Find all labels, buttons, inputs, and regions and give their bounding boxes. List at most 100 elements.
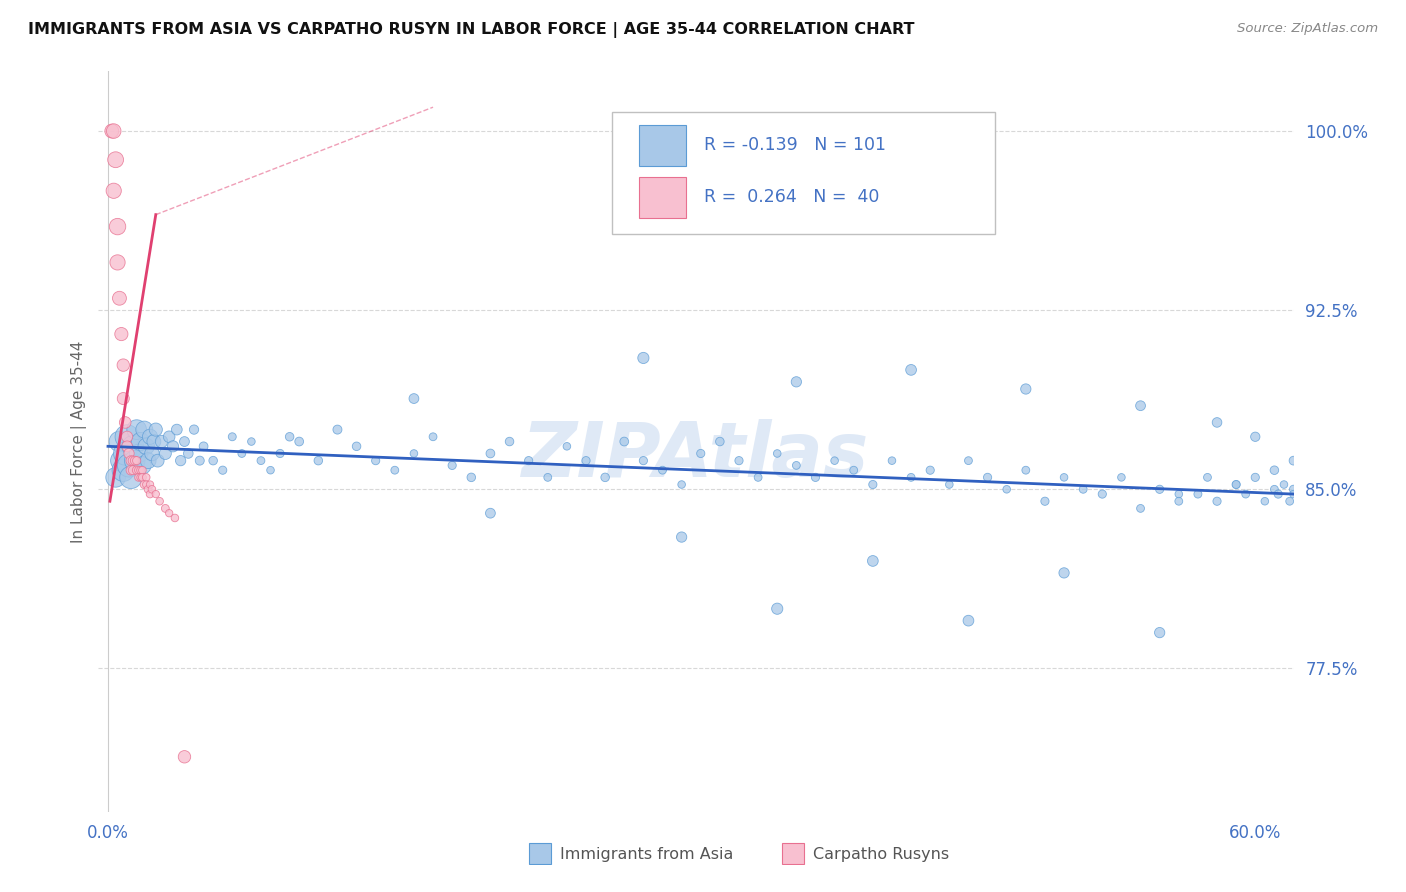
- Point: [155, 446, 177, 460]
- Text: Source: ZipAtlas.com: Source: ZipAtlas.com: [1237, 22, 1378, 36]
- Point: [1129, 501, 1152, 516]
- Point: [134, 477, 156, 491]
- Point: [110, 453, 132, 467]
- Point: [112, 463, 135, 477]
- Point: [150, 434, 173, 449]
- Point: [193, 439, 215, 453]
- Point: [1071, 483, 1094, 497]
- Point: [103, 124, 125, 138]
- Point: [115, 430, 138, 444]
- Point: [900, 470, 922, 484]
- Point: [651, 463, 673, 477]
- Point: [120, 470, 142, 484]
- Point: [146, 453, 169, 467]
- Point: [613, 434, 636, 449]
- Point: [1015, 382, 1038, 396]
- Point: [1278, 494, 1301, 508]
- Point: [103, 184, 125, 198]
- Point: [1053, 566, 1076, 580]
- Point: [118, 458, 141, 473]
- Point: [121, 463, 143, 477]
- Point: [804, 470, 827, 484]
- Point: [900, 363, 922, 377]
- Point: [479, 446, 502, 460]
- Point: [402, 446, 425, 460]
- Point: [957, 614, 980, 628]
- Point: [1015, 463, 1038, 477]
- Point: [1187, 487, 1209, 501]
- Point: [326, 423, 349, 437]
- Point: [1167, 494, 1189, 508]
- Point: [995, 483, 1018, 497]
- Point: [142, 434, 165, 449]
- Point: [134, 423, 156, 437]
- Point: [107, 219, 129, 234]
- Point: [842, 463, 865, 477]
- Point: [938, 477, 960, 491]
- Point: [1033, 494, 1056, 508]
- Point: [1244, 470, 1267, 484]
- Point: [108, 291, 131, 305]
- Point: [120, 453, 142, 467]
- Point: [1149, 625, 1171, 640]
- Point: [441, 458, 464, 473]
- Point: [107, 255, 129, 269]
- Text: ZIPAtlas: ZIPAtlas: [522, 419, 870, 493]
- Point: [183, 423, 205, 437]
- Point: [880, 453, 903, 467]
- Point: [125, 463, 148, 477]
- Point: [157, 430, 180, 444]
- Point: [173, 434, 195, 449]
- Point: [1053, 470, 1076, 484]
- Point: [157, 506, 180, 520]
- Point: [384, 463, 406, 477]
- Point: [124, 453, 146, 467]
- Point: [593, 470, 616, 484]
- Point: [139, 430, 162, 444]
- Point: [1206, 494, 1229, 508]
- Point: [131, 470, 153, 484]
- Point: [129, 434, 152, 449]
- Point: [957, 453, 980, 467]
- Point: [575, 453, 598, 467]
- Point: [101, 124, 124, 138]
- Point: [364, 453, 387, 467]
- Point: [1272, 477, 1295, 491]
- Point: [1234, 487, 1257, 501]
- Point: [250, 453, 273, 467]
- Point: [112, 392, 135, 406]
- Point: [862, 477, 884, 491]
- Point: [141, 483, 163, 497]
- Point: [633, 453, 655, 467]
- Point: [169, 453, 191, 467]
- Point: [689, 446, 711, 460]
- Point: [1111, 470, 1133, 484]
- Point: [1206, 416, 1229, 430]
- Point: [145, 423, 167, 437]
- Point: [135, 470, 157, 484]
- Point: [114, 446, 136, 460]
- Point: [108, 434, 131, 449]
- Point: [131, 458, 153, 473]
- Point: [166, 423, 188, 437]
- Point: [112, 358, 135, 372]
- Point: [785, 375, 807, 389]
- Point: [1225, 477, 1247, 491]
- Point: [1282, 487, 1305, 501]
- Point: [115, 439, 138, 453]
- Point: [136, 453, 159, 467]
- Point: [104, 470, 127, 484]
- Point: [766, 446, 789, 460]
- Point: [118, 446, 141, 460]
- FancyBboxPatch shape: [638, 125, 686, 166]
- Point: [231, 446, 253, 460]
- FancyBboxPatch shape: [638, 178, 686, 218]
- Point: [766, 601, 789, 615]
- Point: [173, 749, 195, 764]
- Point: [1244, 430, 1267, 444]
- Point: [135, 477, 157, 491]
- Point: [422, 430, 444, 444]
- Point: [125, 423, 148, 437]
- Point: [269, 446, 291, 460]
- Point: [139, 477, 162, 491]
